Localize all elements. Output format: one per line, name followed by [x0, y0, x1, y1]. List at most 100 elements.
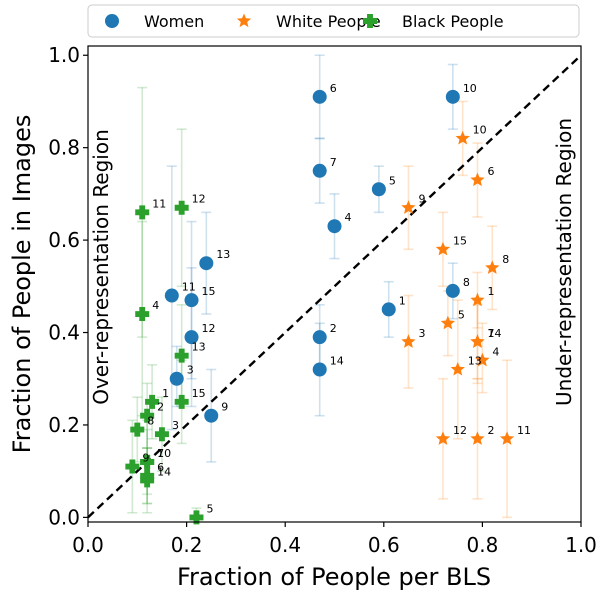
y-tick-label: 0.0	[48, 505, 80, 529]
legend-label: White People	[276, 12, 381, 31]
point-label: 3	[187, 364, 194, 377]
legend-marker	[105, 14, 119, 28]
point-label: 13	[192, 341, 206, 354]
point-label: 8	[463, 276, 470, 289]
data-point	[140, 408, 155, 423]
data-point	[381, 302, 396, 317]
point-label: 1	[399, 294, 406, 307]
point-label: 13	[216, 248, 230, 261]
data-point	[455, 130, 470, 145]
point-label: 2	[330, 322, 337, 335]
point-label: 9	[142, 452, 149, 465]
point-label: 11	[152, 197, 166, 210]
point-label: 12	[453, 424, 467, 437]
y-axis-label: Fraction of People in Images	[8, 115, 36, 454]
data-point	[169, 371, 184, 386]
point-label: 14	[157, 465, 171, 478]
point-label: 11	[517, 424, 531, 437]
data-point	[204, 408, 219, 423]
data-point	[312, 330, 327, 345]
data-point	[184, 330, 199, 345]
y-tick-label: 0.6	[48, 228, 80, 252]
x-tick-label: 0.6	[368, 533, 400, 557]
y-tick-label: 0.4	[48, 321, 80, 345]
point-label: 6	[157, 461, 164, 474]
over-representation-label: Over-representation Region	[89, 129, 113, 405]
point-label: 1	[487, 285, 494, 298]
data-point	[450, 362, 465, 376]
point-label: 10	[473, 123, 487, 136]
y-tick-label: 0.2	[48, 413, 80, 437]
point-label: 15	[453, 234, 467, 247]
point-label: 3	[418, 327, 425, 340]
data-point	[154, 427, 169, 442]
data-point	[445, 283, 460, 298]
data-point	[140, 454, 155, 469]
x-tick-label: 0.4	[269, 533, 301, 557]
parity-line	[87, 54, 582, 519]
data-point	[435, 241, 451, 256]
point-label: 4	[152, 299, 159, 312]
point-label: 12	[202, 322, 216, 335]
data-point	[312, 163, 327, 178]
x-tick-label: 1.0	[565, 533, 597, 557]
data-point	[184, 293, 199, 308]
point-label: 2	[157, 401, 164, 414]
point-label: 14	[330, 354, 344, 367]
point-label: 8	[147, 415, 154, 428]
data-point	[312, 362, 327, 377]
point-label: 10	[463, 82, 477, 95]
data-point	[130, 422, 145, 437]
point-label: 1	[162, 387, 169, 400]
y-tick-label: 0.8	[48, 136, 80, 160]
point-label: 13	[468, 354, 482, 367]
point-label: 14	[487, 327, 501, 340]
data-point	[164, 288, 179, 303]
point-label: 3	[172, 419, 179, 432]
point-label: 6	[330, 82, 337, 95]
x-tick-label: 0.0	[72, 533, 104, 557]
legend-label: Black People	[402, 12, 504, 31]
point-label: 7	[330, 156, 337, 169]
x-tick-label: 0.8	[466, 533, 498, 557]
data-points	[125, 89, 515, 525]
point-label: 9	[221, 401, 228, 414]
data-point	[327, 219, 342, 234]
point-label: 7	[157, 447, 164, 460]
data-point	[401, 200, 416, 214]
legend-box	[87, 4, 580, 38]
data-point	[440, 315, 456, 330]
point-label: 15	[202, 285, 216, 298]
plot-frame	[87, 45, 582, 523]
data-point	[485, 260, 500, 274]
data-point	[174, 394, 189, 409]
data-point	[401, 334, 416, 348]
under-representation-label: Under-representation Region	[552, 118, 576, 406]
point-label: 12	[192, 193, 206, 206]
y-axis: 0.0 0.2 0.4 0.6 0.8 1.0	[48, 43, 88, 529]
data-point	[125, 459, 140, 474]
data-point	[145, 394, 160, 409]
data-point	[174, 200, 189, 215]
point-label: 4	[345, 211, 352, 224]
point-label: 8	[502, 253, 509, 266]
data-point	[199, 256, 214, 271]
data-point	[475, 352, 490, 367]
data-point	[470, 292, 485, 307]
data-point	[371, 182, 386, 197]
data-point	[445, 89, 460, 104]
legend: Women White People Black People	[87, 4, 580, 38]
data-point	[189, 510, 204, 525]
data-point	[174, 348, 189, 363]
point-label: 11	[182, 281, 196, 294]
point-label: 2	[487, 424, 494, 437]
x-axis: 0.0 0.2 0.4 0.6 0.8 1.0	[72, 522, 597, 557]
data-point	[312, 89, 327, 104]
point-label: 5	[458, 308, 465, 321]
point-label: 4	[492, 345, 499, 358]
parity-line-group	[87, 54, 582, 519]
data-point	[135, 205, 150, 220]
x-tick-label: 0.2	[171, 533, 203, 557]
